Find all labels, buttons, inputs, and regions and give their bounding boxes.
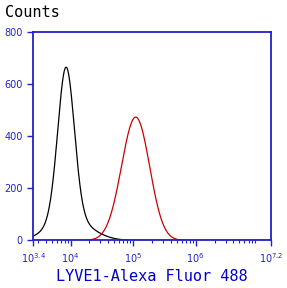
- X-axis label: LYVE1-Alexa Fluor 488: LYVE1-Alexa Fluor 488: [56, 269, 248, 284]
- Text: Counts: Counts: [5, 5, 59, 20]
